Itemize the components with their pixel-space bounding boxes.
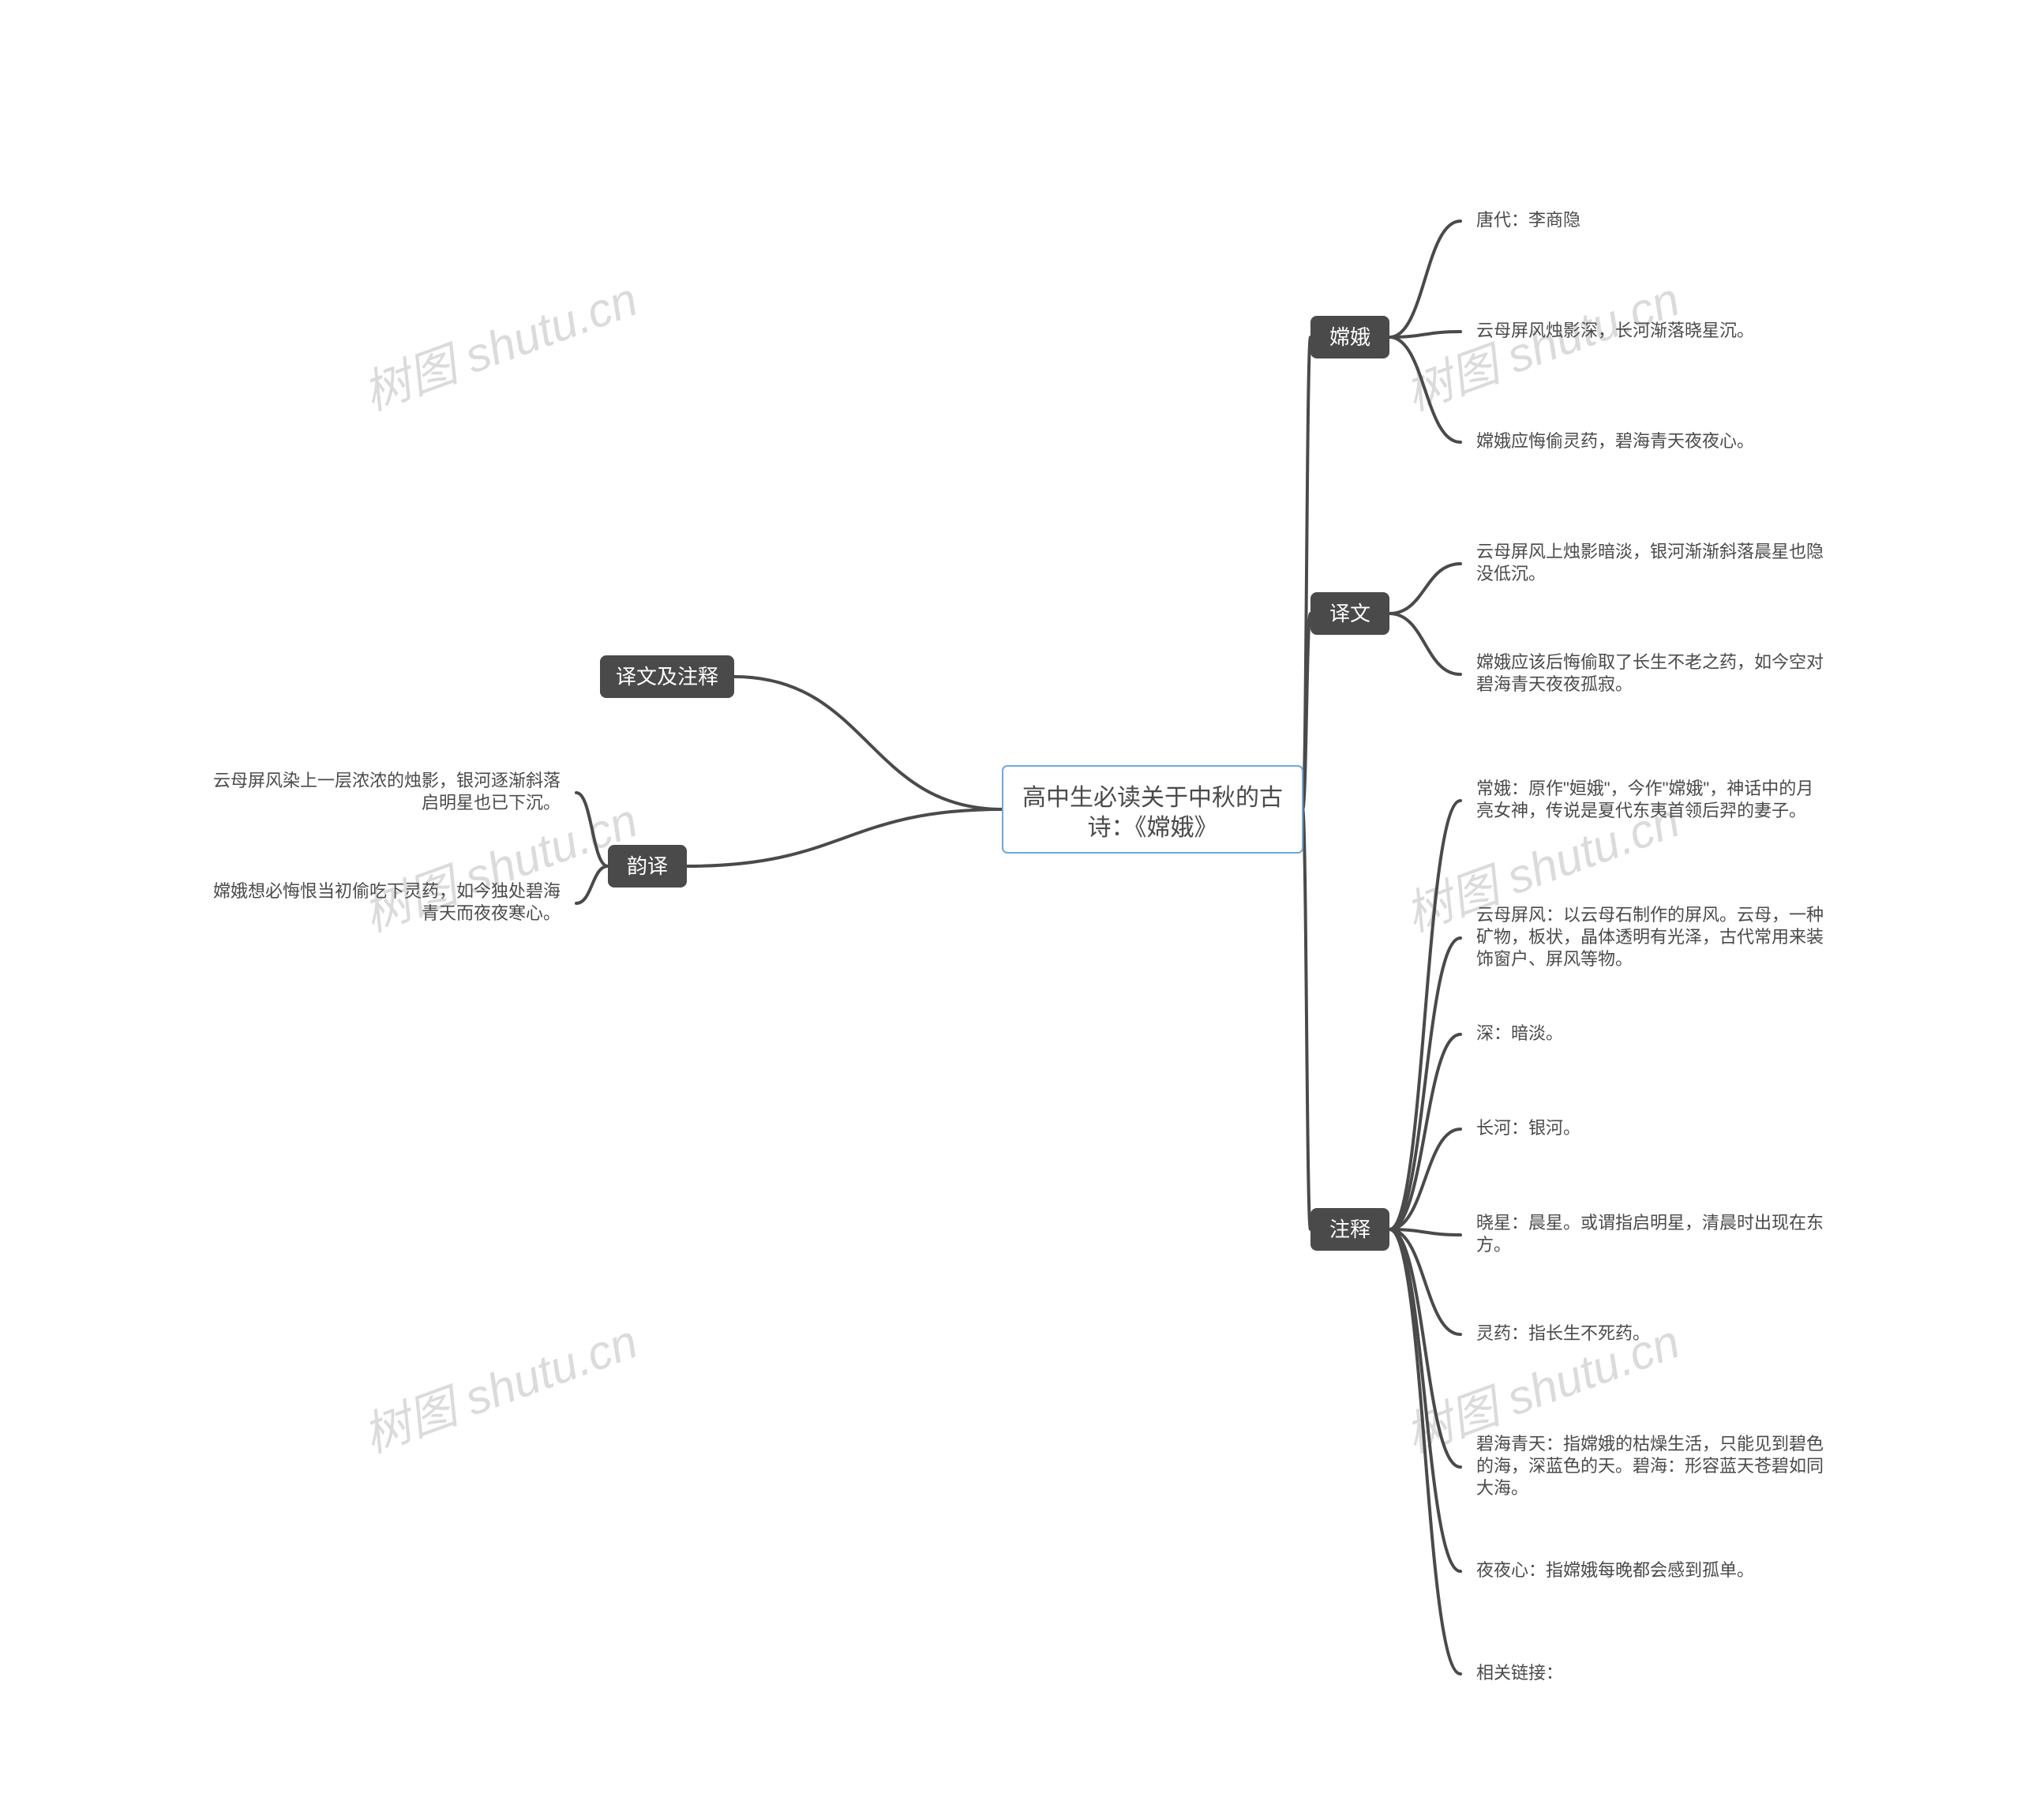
branch-label: 韵译 bbox=[627, 854, 668, 878]
leaf-text-right: 云母屏风烛影深，长河渐落晓星沉。 bbox=[1476, 321, 1754, 340]
leaf-text-right: 夜夜心：指嫦娥每晚都会感到孤单。 bbox=[1476, 1560, 1754, 1580]
branch-label: 注释 bbox=[1329, 1218, 1370, 1241]
mindmap-canvas: 树图 shutu.cn树图 shutu.cn树图 shutu.cn树图 shut… bbox=[0, 0, 2021, 1820]
branch-label: 嫦娥 bbox=[1329, 325, 1370, 349]
branch-label: 译文 bbox=[1329, 602, 1370, 625]
leaf-text-right: 灵药：指长生不死药。 bbox=[1476, 1323, 1650, 1343]
leaf-text-right: 相关链接： bbox=[1476, 1663, 1563, 1683]
leaf-text-right: 嫦娥应悔偷灵药，碧海青天夜夜心。 bbox=[1476, 431, 1754, 451]
leaf-text-right: 长河：银河。 bbox=[1476, 1118, 1580, 1138]
leaf-text-right: 深：暗淡。 bbox=[1476, 1023, 1563, 1043]
leaf-text-right: 唐代：李商隐 bbox=[1476, 210, 1580, 230]
branch-label: 译文及注释 bbox=[616, 665, 718, 689]
